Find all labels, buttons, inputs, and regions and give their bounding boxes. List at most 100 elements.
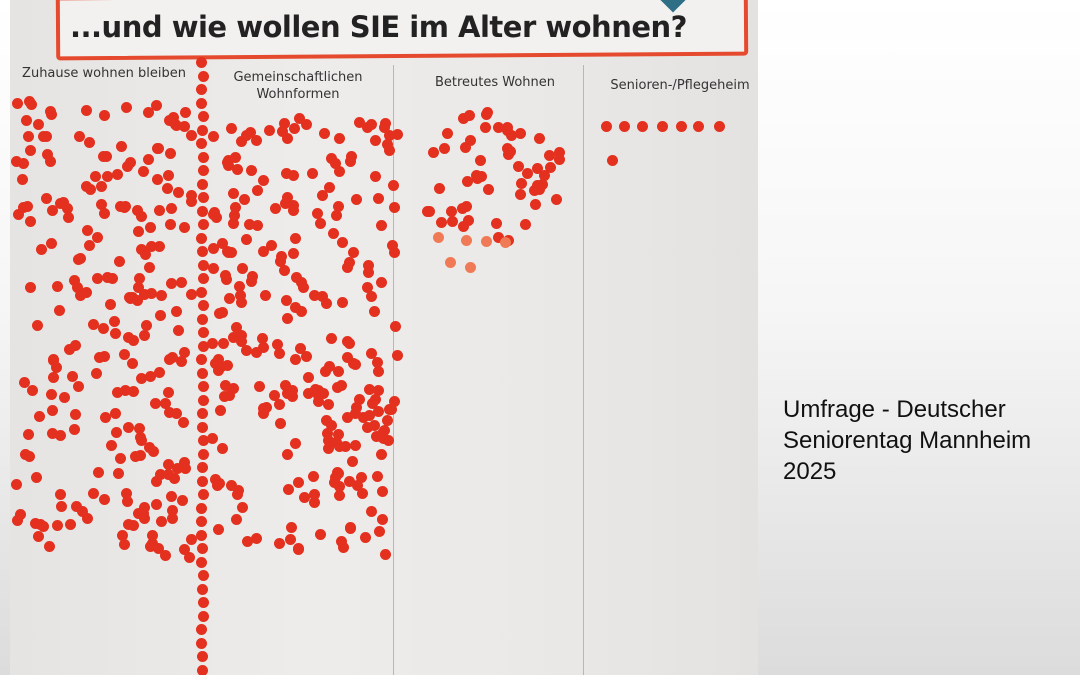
vote-dot	[179, 222, 191, 234]
caption-line: Seniorentag Mannheim	[783, 427, 1032, 454]
vote-dot	[197, 178, 209, 190]
vote-dot	[657, 121, 668, 132]
vote-dot	[18, 377, 30, 389]
vote-dot	[350, 439, 362, 451]
vote-dot	[119, 348, 131, 360]
vote-dot	[47, 204, 59, 216]
vote-dot	[357, 487, 369, 499]
vote-dot	[179, 347, 191, 358]
vote-dot	[144, 261, 156, 273]
vote-dot	[197, 192, 209, 203]
vote-dot	[11, 479, 23, 491]
vote-dot	[196, 246, 208, 257]
vote-dot	[110, 407, 122, 419]
vote-dot	[532, 163, 544, 175]
vote-dot	[234, 290, 246, 302]
vote-dot	[373, 385, 385, 397]
vote-dot	[89, 171, 101, 183]
vote-dot	[377, 513, 389, 525]
vote-dot	[281, 192, 293, 204]
vote-dot	[35, 243, 47, 255]
vote-dot	[139, 501, 151, 513]
vote-dot	[185, 189, 197, 201]
vote-dot	[166, 491, 178, 503]
vote-dot	[47, 353, 59, 365]
vote-dot	[162, 182, 174, 194]
vote-dot	[266, 239, 278, 251]
vote-dot	[256, 332, 268, 344]
vote-dot	[30, 471, 42, 483]
vote-dot	[155, 290, 167, 302]
vote-dot	[144, 221, 156, 233]
vote-dot	[344, 476, 356, 488]
vote-dot	[333, 480, 345, 492]
vote-dot	[134, 273, 146, 285]
vote-dot	[290, 438, 302, 450]
vote-dot	[330, 209, 342, 221]
vote-dot	[463, 215, 475, 227]
vote-dot	[513, 161, 525, 173]
vote-dot	[362, 422, 374, 434]
vote-dot	[155, 516, 167, 528]
vote-dot	[554, 146, 566, 158]
vote-dot	[372, 366, 384, 378]
vote-dot	[16, 174, 28, 186]
vote-dot	[162, 387, 174, 399]
vote-dot	[229, 201, 241, 213]
vote-dot	[166, 512, 178, 524]
vote-dot	[223, 293, 235, 305]
vote-dot	[159, 397, 171, 409]
vote-dot	[24, 450, 36, 462]
vote-dot	[124, 291, 136, 303]
vote-dot	[464, 134, 476, 146]
vote-dot	[230, 513, 242, 525]
vote-dot	[197, 273, 209, 284]
vote-dot	[389, 321, 401, 333]
vote-dot	[243, 218, 255, 230]
vote-dot	[365, 291, 377, 303]
vote-dot	[337, 236, 349, 248]
vote-dot	[282, 132, 294, 144]
vote-dot	[354, 393, 366, 405]
vote-dot	[132, 282, 144, 294]
vote-dot	[362, 260, 374, 271]
vote-dot	[196, 502, 208, 514]
vote-dot	[154, 309, 166, 321]
vote-dot	[63, 212, 75, 224]
vote-dot	[197, 259, 209, 271]
vote-dot	[336, 297, 348, 309]
vote-dot	[163, 169, 175, 181]
vote-dot	[334, 165, 346, 177]
vote-dot	[279, 264, 291, 276]
vote-dot	[601, 121, 612, 132]
vote-dot	[14, 509, 26, 521]
vote-dot	[132, 226, 144, 238]
vote-dot	[197, 421, 209, 433]
vote-dot	[335, 535, 347, 547]
vote-dot	[279, 198, 291, 210]
vote-dot	[185, 129, 197, 141]
vote-dot	[127, 358, 139, 370]
vote-dot	[140, 249, 152, 261]
vote-dot	[24, 215, 36, 227]
vote-dot	[122, 496, 134, 508]
vote-dot	[323, 443, 335, 455]
vote-dot	[272, 338, 284, 350]
vote-dot	[110, 427, 122, 438]
vote-dot	[114, 201, 126, 213]
vote-dot	[144, 541, 156, 553]
vote-dot	[462, 175, 474, 187]
vote-dot	[380, 549, 392, 561]
vote-dot	[260, 290, 272, 302]
vote-dot	[99, 411, 111, 423]
vote-dot	[515, 178, 527, 190]
vote-dot	[30, 517, 42, 529]
vote-dot	[244, 127, 256, 139]
vote-dot	[47, 372, 59, 384]
vote-dot	[290, 301, 302, 313]
vote-dot	[371, 357, 383, 369]
vote-dot	[105, 440, 117, 452]
vote-dot	[93, 352, 105, 364]
vote-dot	[492, 121, 504, 133]
vote-dot	[63, 344, 75, 356]
